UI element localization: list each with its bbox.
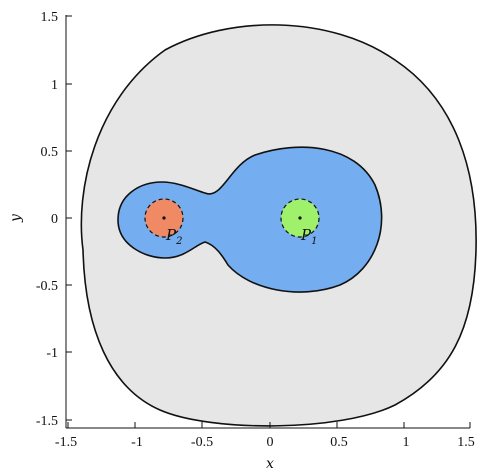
y-tick-label: 1 (51, 78, 58, 93)
y-tick-label: 0.5 (41, 145, 59, 160)
x-tick-label: -0.5 (191, 435, 213, 450)
y-tick-label: -1.5 (36, 414, 58, 429)
y-tick-labels: 1.5 1 0.5 0 -0.5 -1 -1.5 (36, 10, 58, 429)
p1-label: P1 (300, 226, 317, 247)
x-tick-label: -1 (131, 435, 143, 450)
x-tick-labels: -1.5 -1 -0.5 0 0.5 1 1.5 (55, 435, 475, 450)
x-tick-label: 0 (267, 435, 274, 450)
y-tick-label: 0 (51, 212, 58, 227)
x-tick-label: 1 (403, 435, 410, 450)
y-tick-label: -0.5 (36, 279, 58, 294)
x-axis-label: x (266, 456, 274, 472)
x-tick-label: 1.5 (457, 435, 475, 450)
x-ticks (67, 422, 471, 428)
p2-label: P2 (165, 226, 182, 247)
p1-dot (298, 216, 302, 220)
x-tick-label: 0.5 (330, 435, 348, 450)
p2-dot (162, 216, 166, 220)
y-axis-label: y (8, 213, 24, 223)
y-tick-label: -1 (46, 346, 58, 361)
inner-region (117, 146, 383, 293)
y-tick-label: 1.5 (41, 10, 59, 25)
x-tick-label: -1.5 (55, 435, 77, 450)
y-ticks (66, 15, 72, 421)
